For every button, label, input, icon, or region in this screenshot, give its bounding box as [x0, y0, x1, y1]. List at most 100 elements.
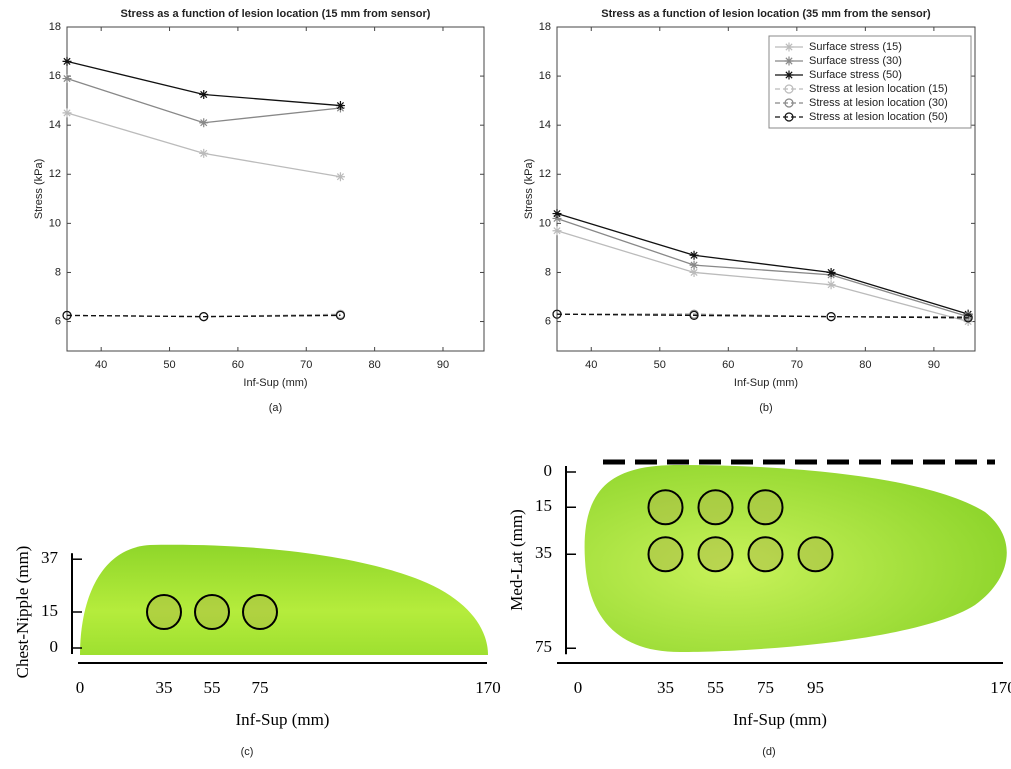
caption: (d) — [762, 746, 775, 758]
x-tick-label: 70 — [791, 359, 803, 371]
x-tick-label: 0 — [574, 678, 583, 697]
x-axis-label: Inf-Sup (mm) — [734, 377, 798, 389]
y-tick-label: 18 — [539, 21, 551, 33]
y-tick-label: 6 — [545, 315, 551, 327]
series-line — [556, 230, 969, 323]
legend-label: Stress at lesion location (50) — [809, 111, 948, 123]
lesion — [747, 536, 784, 573]
x-tick-label: 170 — [990, 678, 1011, 697]
data-point — [199, 148, 209, 158]
y-axis-label: Stress (kPa) — [523, 159, 535, 220]
lesion — [242, 594, 278, 630]
x-axis-label: Inf-Sup (mm) — [236, 710, 330, 729]
y-tick-label: 16 — [49, 70, 61, 82]
y-axis-label: Chest-Nipple (mm) — [13, 546, 32, 679]
y-tick-label: 18 — [49, 21, 61, 33]
data-point — [689, 310, 699, 321]
data-point — [335, 310, 346, 321]
x-tick-label: 80 — [859, 359, 871, 371]
data-point — [62, 310, 72, 321]
x-tick-label: 60 — [232, 359, 244, 371]
data-point — [199, 312, 209, 322]
x-tick-label: 75 — [757, 678, 774, 697]
data-point — [689, 267, 699, 277]
legend-label: Surface stress (30) — [809, 55, 902, 67]
x-tick-label: 75 — [252, 678, 269, 697]
data-point — [62, 108, 72, 118]
data-point — [552, 226, 562, 236]
data-point — [62, 74, 72, 84]
y-tick-label: 8 — [545, 266, 551, 278]
y-tick-label: 12 — [49, 168, 61, 180]
legend-marker — [784, 98, 794, 108]
legend-box — [768, 35, 972, 129]
x-axis-label: Inf-Sup (mm) — [733, 710, 827, 729]
y-tick-label: 6 — [55, 315, 61, 327]
x-tick-label: 40 — [585, 359, 597, 371]
plot-area — [66, 26, 485, 352]
y-tick-label: 16 — [539, 70, 551, 82]
y-axis-label: Stress (kPa) — [33, 159, 45, 220]
legend-marker — [784, 70, 794, 80]
data-point — [689, 250, 699, 260]
lesion — [647, 489, 684, 526]
lesion — [647, 536, 684, 573]
y-tick-label: 10 — [49, 217, 61, 229]
x-axis-label: Inf-Sup (mm) — [243, 377, 307, 389]
legend-label: Stress at lesion location (30) — [809, 97, 948, 109]
lesion — [797, 536, 834, 573]
x-tick-label: 90 — [437, 359, 449, 371]
data-point — [689, 260, 699, 270]
x-tick-label: 95 — [807, 678, 824, 697]
chart-title: Stress as a function of lesion location … — [121, 8, 431, 20]
y-tick-label: 75 — [535, 637, 552, 656]
x-tick-label: 70 — [300, 359, 312, 371]
data-point — [335, 101, 345, 111]
caption: (a) — [269, 402, 282, 414]
series-line — [556, 212, 969, 315]
x-tick-label: 55 — [204, 678, 221, 697]
data-point — [335, 172, 345, 182]
lesion — [194, 594, 230, 630]
lesion — [747, 489, 784, 526]
series-line — [66, 314, 341, 318]
series-line — [556, 217, 969, 318]
x-tick-label: 55 — [707, 678, 724, 697]
y-tick-label: 35 — [535, 543, 552, 562]
x-tick-label: 40 — [95, 359, 107, 371]
x-tick-label: 90 — [928, 359, 940, 371]
lesion — [697, 536, 734, 573]
data-point — [552, 309, 562, 319]
caption: (b) — [759, 402, 772, 414]
y-axis-label: Med-Lat (mm) — [507, 509, 526, 611]
x-tick-label: 0 — [76, 678, 85, 697]
y-tick-label: 14 — [539, 119, 551, 131]
caption: (c) — [241, 746, 254, 758]
lesion — [146, 594, 182, 630]
x-tick-label: 170 — [475, 678, 501, 697]
legend-marker — [784, 42, 794, 52]
legend-label: Surface stress (50) — [809, 69, 902, 81]
lesion — [697, 489, 734, 526]
x-tick-label: 35 — [657, 678, 674, 697]
legend-label: Stress at lesion location (15) — [809, 83, 948, 95]
breast-top — [584, 465, 1007, 652]
data-point — [963, 313, 973, 323]
y-tick-label: 14 — [49, 119, 61, 131]
data-point — [826, 312, 836, 322]
data-point — [826, 280, 836, 290]
data-point — [199, 90, 209, 99]
y-tick-label: 15 — [41, 601, 58, 620]
y-tick-label: 0 — [544, 461, 553, 480]
chart-title: Stress as a function of lesion location … — [601, 8, 931, 20]
legend-marker — [784, 84, 794, 94]
data-point — [62, 56, 72, 66]
x-tick-label: 35 — [156, 678, 173, 697]
y-tick-label: 0 — [50, 637, 59, 656]
y-tick-label: 12 — [539, 168, 551, 180]
x-tick-label: 50 — [163, 359, 175, 371]
data-point — [199, 118, 209, 128]
y-tick-label: 15 — [535, 496, 552, 515]
data-point — [552, 213, 562, 223]
